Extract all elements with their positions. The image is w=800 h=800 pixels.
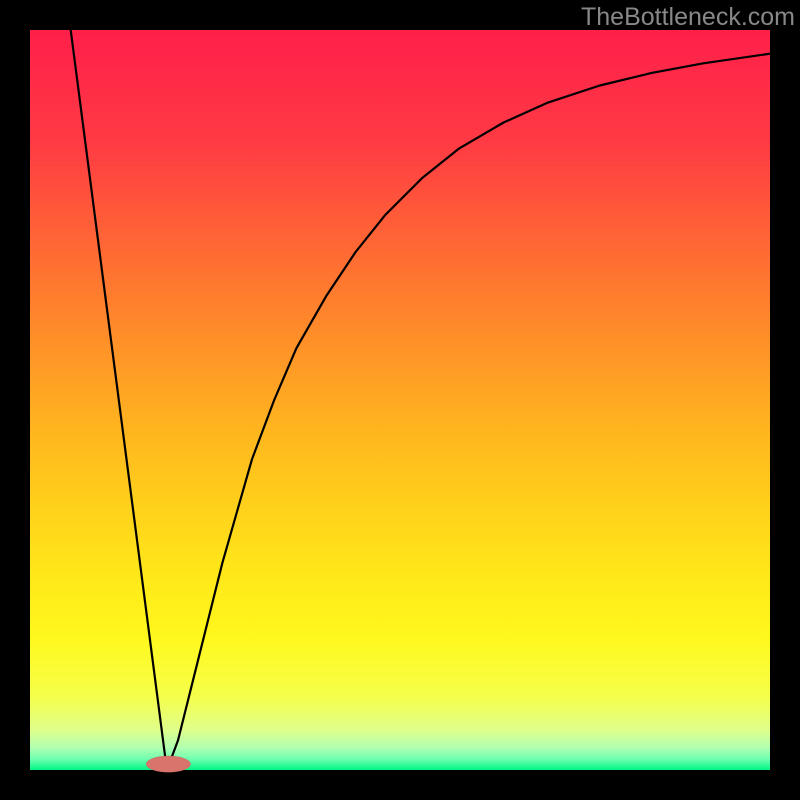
bottleneck-chart: TheBottleneck.com — [0, 0, 800, 800]
plot-background — [30, 30, 770, 770]
watermark-text: TheBottleneck.com — [581, 3, 795, 31]
optimal-marker — [146, 756, 190, 772]
